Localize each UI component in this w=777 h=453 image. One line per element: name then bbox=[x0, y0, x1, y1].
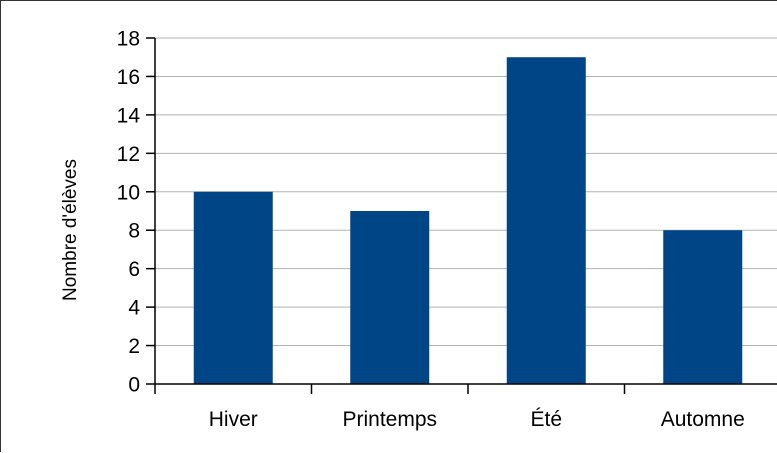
y-axis-title: Nombre d'élèves bbox=[60, 159, 81, 301]
bar bbox=[506, 57, 586, 384]
axes bbox=[146, 37, 777, 394]
y-tick-labels: 0 2 4 6 8 10 12 14 16 18 bbox=[117, 28, 141, 397]
y-tick-label: 10 bbox=[117, 181, 140, 204]
y-tick-label: 18 bbox=[117, 28, 140, 51]
bar bbox=[663, 230, 743, 384]
y-tick-label: 4 bbox=[128, 297, 140, 320]
x-tick-label: Printemps bbox=[342, 408, 437, 431]
x-tick-label: Automne bbox=[661, 408, 745, 431]
x-tick-label: Hiver bbox=[209, 408, 258, 431]
y-tick-label: 8 bbox=[128, 220, 140, 243]
bar bbox=[350, 211, 430, 384]
y-tick-label: 16 bbox=[117, 66, 140, 89]
y-tick-label: 12 bbox=[117, 143, 140, 166]
y-tick-label: 6 bbox=[128, 258, 140, 281]
y-tick-label: 2 bbox=[128, 335, 140, 358]
bars bbox=[193, 57, 743, 384]
x-tick-label: Été bbox=[530, 408, 562, 431]
y-tick-label: 0 bbox=[128, 374, 140, 397]
x-tick-labels: Hiver Printemps Été Automne bbox=[209, 408, 745, 431]
bar bbox=[193, 191, 273, 384]
y-tick-label: 14 bbox=[117, 104, 141, 127]
